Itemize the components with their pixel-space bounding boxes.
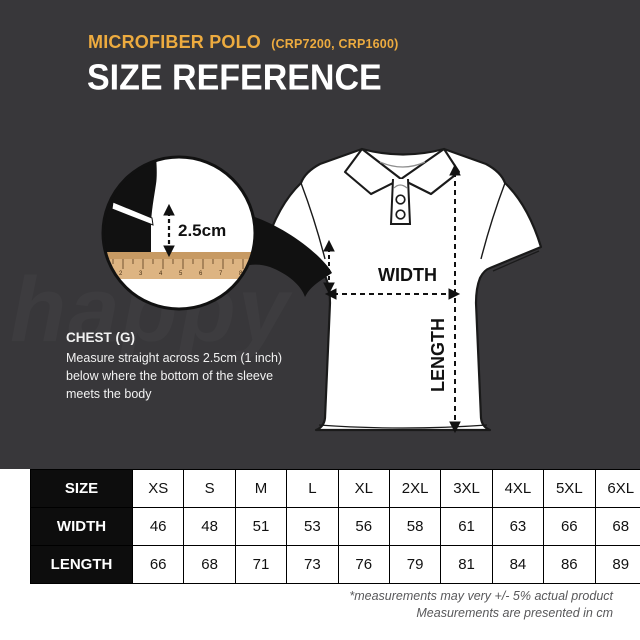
svg-text:mm 1: mm 1 <box>96 271 112 277</box>
svg-text:2.5cm: 2.5cm <box>178 221 226 240</box>
